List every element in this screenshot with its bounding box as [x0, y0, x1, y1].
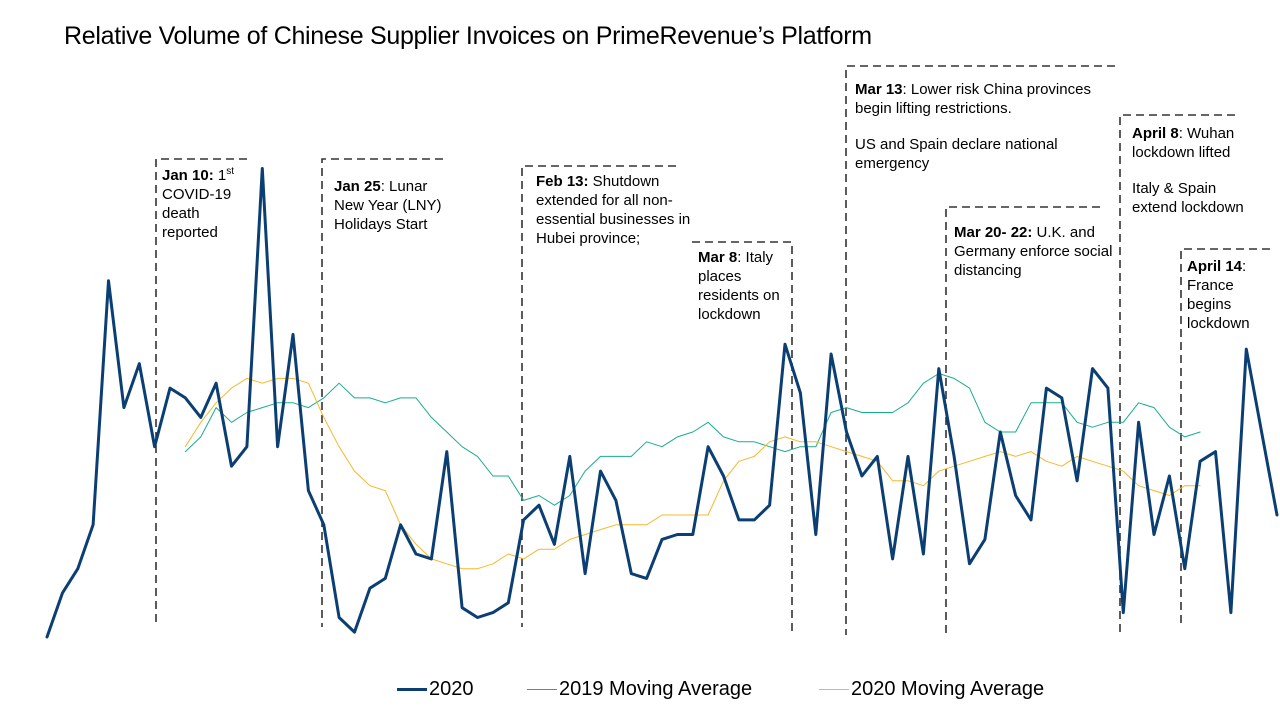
event-marker-mar8 [692, 241, 793, 635]
annotation-jan25: Jan 25: Lunar New Year (LNY) Holidays St… [334, 177, 446, 234]
annotation-apr8: April 8: Wuhan lockdown lifted Italy & S… [1132, 124, 1262, 217]
annotation-mar20: Mar 20- 22: U.K. and Germany enforce soc… [954, 223, 1114, 280]
annotation-date: Mar 13 [855, 81, 903, 98]
annotation-jan10: Jan 10: 1st COVID-19 death reported [162, 166, 248, 242]
annotation-text-2: Italy & Spain extend lockdown [1132, 180, 1244, 216]
annotation-mar8: Mar 8: Italy places residents on lockdow… [698, 248, 790, 324]
legend-item-2020-moving-average[interactable]: 2020 Moving Average [819, 678, 1044, 701]
annotation-text: U.K. and Germany enforce social distanci… [954, 224, 1113, 279]
legend: 2020 2019 Moving Average 2020 Moving Ave… [0, 678, 1280, 702]
annotation-date: Jan 25 [334, 178, 381, 195]
legend-item-2019-moving-average[interactable]: 2019 Moving Average [527, 678, 752, 701]
legend-label-2019-moving-average: 2019 Moving Average [559, 678, 753, 700]
annotation-mar13: Mar 13: Lower risk China provinces begin… [855, 80, 1120, 173]
event-markers [155, 65, 1270, 635]
annotation-date: April 14 [1187, 258, 1243, 275]
annotation-text: : Lower risk China provinces begin lifti… [855, 81, 1091, 117]
annotation-text: COVID-19 death reported [162, 186, 232, 241]
event-marker-feb13 [521, 165, 676, 627]
event-marker-jan25 [321, 158, 443, 627]
annotation-date: Mar 20- 22: [954, 224, 1033, 241]
legend-label-2020: 2020 [429, 678, 474, 700]
annotation-feb13: Feb 13: Shutdown extended for all non-es… [536, 172, 691, 248]
annotation-text: Shutdown extended for all non-essential … [536, 173, 691, 247]
legend-swatch-2020 [397, 688, 427, 691]
annotation-superscript: st [226, 166, 234, 177]
annotation-text-2: US and Spain declare national emergency [855, 136, 1058, 172]
series-line-2020-moving-average [184, 377, 1201, 570]
legend-swatch-2019-moving-average [527, 689, 557, 690]
series-line-2019-moving-average [184, 373, 1201, 506]
annotation-text: : France begins lockdown [1187, 258, 1250, 332]
annotation-date: Feb 13: [536, 173, 589, 190]
annotation-text: : Italy places residents on lockdown [698, 249, 780, 323]
legend-item-2020[interactable]: 2020 [397, 678, 474, 701]
event-marker-apr8 [1119, 114, 1235, 632]
annotation-text: : Lunar New Year (LNY) Holidays Start [334, 178, 442, 233]
legend-label-2020-moving-average: 2020 Moving Average [851, 678, 1045, 700]
chart-title: Relative Volume of Chinese Supplier Invo… [64, 22, 872, 50]
event-marker-apr14 [1180, 248, 1270, 627]
annotation-apr14: April 14: France begins lockdown [1187, 257, 1267, 333]
annotation-date: April 8 [1132, 125, 1179, 142]
annotation-date: Jan 10: [162, 167, 214, 184]
series-layer [45, 167, 1279, 639]
series-line-2020 [45, 167, 1279, 639]
annotation-text: : Wuhan lockdown lifted [1132, 125, 1235, 161]
annotation-date: Mar 8 [698, 249, 738, 266]
event-marker-jan10 [155, 158, 247, 627]
legend-swatch-2020-moving-average [819, 689, 849, 690]
annotation-text: 1 [213, 167, 227, 184]
